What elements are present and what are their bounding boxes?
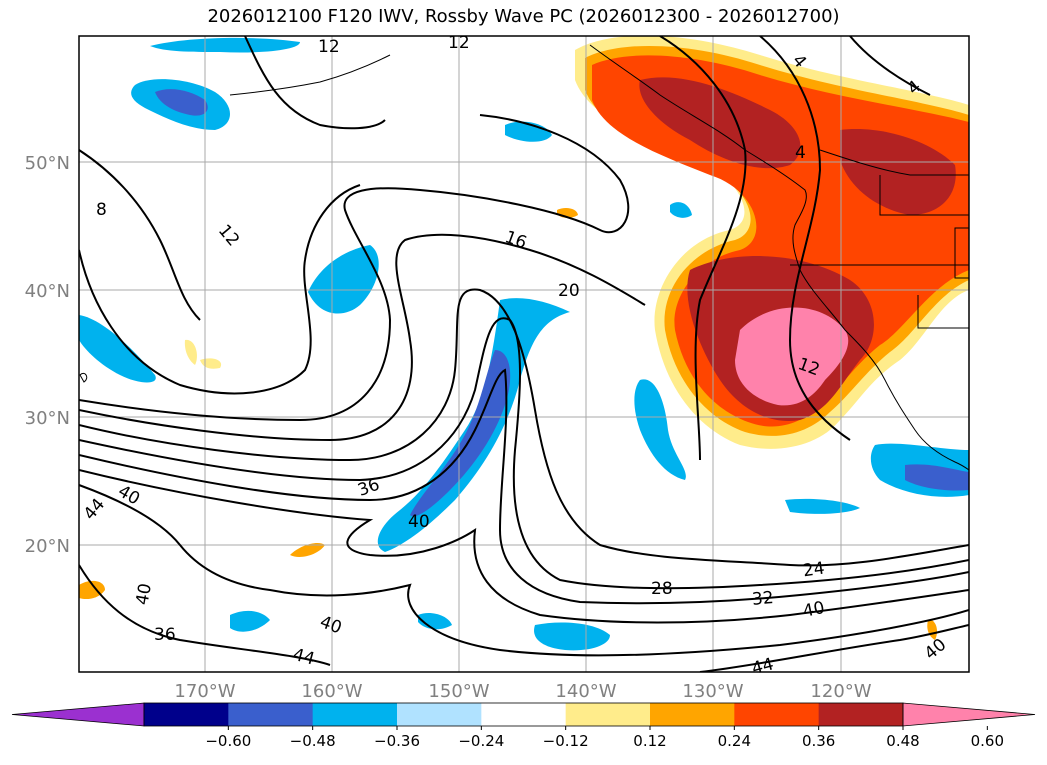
- colorbar-segment: [818, 703, 904, 726]
- negative-anomaly-southeast-core: [905, 464, 969, 491]
- positive-patch-1: [290, 543, 325, 557]
- lon-label-120w: 120°W: [810, 681, 871, 702]
- colorbar-tick-label: 0.24: [718, 732, 751, 750]
- colorbar-segment: [397, 703, 482, 726]
- contour-20: [79, 233, 646, 442]
- colorbar-tick-label: −0.48: [290, 732, 336, 750]
- lon-label-170w: 170°W: [174, 681, 235, 702]
- colorbar-tick-label: −0.24: [458, 732, 504, 750]
- positive-patch-2: [79, 580, 105, 600]
- contour-label: 12: [318, 37, 340, 57]
- colorbar-segment: [734, 703, 820, 726]
- lon-label-150w: 150°W: [428, 681, 489, 702]
- longitude-labels: 170°W 160°W 150°W 140°W 130°W 120°W: [174, 681, 871, 702]
- contour-label: 8: [96, 200, 107, 220]
- contour-label: 12: [448, 33, 470, 53]
- contour-4-east: [849, 36, 931, 96]
- contour-label: 32: [751, 588, 774, 610]
- contour-label: 4: [795, 143, 806, 163]
- negative-anomaly-small-3: [670, 202, 692, 218]
- lat-label-40n: 40°N: [25, 281, 70, 302]
- contours: [79, 36, 969, 672]
- colorbar-border: [143, 702, 904, 727]
- colorbar-extend-low: [11, 702, 145, 727]
- colorbar-tick-label: −0.12: [543, 732, 589, 750]
- negative-anomaly-central: [308, 245, 379, 314]
- contour-8: [79, 149, 201, 321]
- lat-label-50n: 50°N: [25, 153, 70, 174]
- contour-plume: [659, 36, 747, 461]
- contour-36: [79, 469, 969, 624]
- lat-label-20n: 20°N: [25, 536, 70, 557]
- colorbar-tick-label: −0.60: [205, 732, 251, 750]
- lon-label-140w: 140°W: [555, 681, 616, 702]
- positive-patch-6: [927, 619, 938, 640]
- negative-anomaly-south: [534, 622, 610, 651]
- negative-anomaly-north-small: [505, 121, 552, 142]
- negative-anomaly-west: [79, 315, 156, 383]
- contour-label: 20: [558, 281, 580, 301]
- negative-anomaly-top: [150, 37, 300, 53]
- negative-anomaly-small-2: [230, 610, 270, 632]
- coastlines: [79, 44, 969, 471]
- contour-label: 36: [154, 625, 176, 645]
- contour-12-north: [244, 36, 386, 130]
- contour-44: [79, 564, 331, 666]
- colorbar-segment: [565, 703, 651, 726]
- lon-label-130w: 130°W: [682, 681, 743, 702]
- colorbar-tick-label: −0.36: [374, 732, 420, 750]
- negative-anomaly-north-core: [155, 89, 208, 116]
- negative-anomaly-band-core: [410, 350, 511, 517]
- contour-28: [79, 317, 969, 590]
- colorbar-segment: [312, 703, 398, 726]
- colorbar: −0.60 −0.48 −0.36 −0.24 −0.12 0.12 0.24 0.36 0.4…: [11, 702, 1036, 750]
- contour-16: [79, 114, 630, 422]
- negative-anomaly-east: [634, 379, 686, 480]
- contour-label: 28: [651, 579, 673, 599]
- contour-label: 40: [801, 598, 826, 622]
- contour-44-east: [699, 624, 969, 672]
- contour-label: 24: [802, 558, 826, 581]
- latitude-labels: 50°N 40°N 30°N 20°N: [25, 153, 70, 557]
- positive-patch-4: [184, 339, 197, 365]
- map-title: 2026012100 F120 IWV, Rossby Wave PC (202…: [207, 6, 840, 27]
- positive-anomaly-dark-red-east: [840, 129, 956, 215]
- lat-label-30n: 30°N: [25, 408, 70, 429]
- colorbar-segment: [650, 703, 735, 726]
- lon-label-160w: 160°W: [301, 681, 362, 702]
- contour-32: [79, 368, 969, 605]
- colorbar-segment: [481, 703, 567, 726]
- axes-border: [78, 35, 970, 673]
- colorbar-segment: [144, 703, 229, 726]
- contour-40: [79, 484, 969, 657]
- contour-label: 40: [132, 582, 155, 607]
- colorbar-tick-label: 0.36: [802, 732, 835, 750]
- contour-plume-east: [759, 36, 851, 441]
- colorbar-segment: [228, 703, 314, 726]
- colorbar-tick-label: 0.12: [633, 732, 666, 750]
- positive-anomaly-dark-red-north: [639, 77, 801, 169]
- colorbar-extend-high: [902, 702, 1036, 727]
- contour-label: 40: [408, 512, 430, 532]
- map-field: [79, 36, 969, 672]
- contour-12-west: [79, 184, 361, 395]
- colorbar-tick-label: 0.60: [971, 732, 1004, 750]
- colorbar-tick-label: 0.48: [886, 732, 919, 750]
